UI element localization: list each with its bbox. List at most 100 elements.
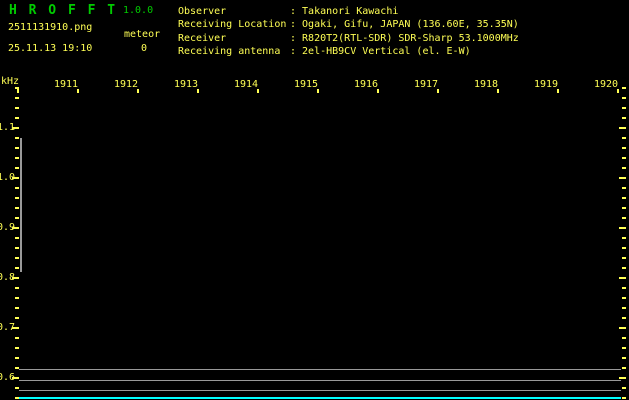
time-tick xyxy=(497,89,499,93)
freq-label: 1.0 xyxy=(0,172,16,183)
freq-minor-tick xyxy=(622,237,626,239)
freq-major-tick xyxy=(12,327,19,329)
freq-minor-tick xyxy=(622,147,626,149)
freq-label: 0.8 xyxy=(0,272,16,283)
freq-label: 1.1 xyxy=(0,122,16,133)
time-tick xyxy=(137,89,139,93)
time-tick xyxy=(317,89,319,93)
time-label: 1915 xyxy=(293,79,319,90)
freq-major-tick xyxy=(12,127,19,129)
freq-minor-tick xyxy=(15,147,19,149)
app-version: 1.0.0 xyxy=(123,5,154,16)
station-info-row: Receiver : R820T2(RTL-SDR) SDR-Sharp 53.1… xyxy=(178,32,519,45)
freq-minor-tick xyxy=(15,257,19,259)
freq-minor-tick xyxy=(15,167,19,169)
capture-datetime: 25.11.13 19:10 xyxy=(8,43,93,54)
freq-minor-tick xyxy=(15,197,19,199)
freq-minor-tick xyxy=(15,387,19,389)
freq-major-tick xyxy=(619,377,626,379)
freq-minor-tick xyxy=(622,387,626,389)
freq-minor-tick xyxy=(622,337,626,339)
freq-minor-tick xyxy=(15,107,19,109)
reference-line xyxy=(19,390,621,391)
freq-major-tick xyxy=(619,177,626,179)
freq-minor-tick xyxy=(15,317,19,319)
freq-minor-tick xyxy=(622,197,626,199)
freq-minor-tick xyxy=(15,217,19,219)
freq-minor-tick xyxy=(622,397,626,399)
echo-count: 0 xyxy=(141,43,148,54)
station-info-row: Observer : Takanori Kawachi xyxy=(178,5,519,18)
freq-minor-tick xyxy=(622,247,626,249)
time-tick xyxy=(437,89,439,93)
freq-minor-tick xyxy=(622,107,626,109)
freq-major-tick xyxy=(12,277,19,279)
time-label: 1914 xyxy=(233,79,259,90)
time-label: 1919 xyxy=(533,79,559,90)
freq-minor-tick xyxy=(622,217,626,219)
freq-minor-tick xyxy=(622,267,626,269)
freq-minor-tick xyxy=(15,247,19,249)
station-info-value: : Takanori Kawachi xyxy=(290,6,399,17)
station-info-row: Receiving antenna : 2el-HB9CV Vertical (e… xyxy=(178,45,519,58)
time-label: 1920 xyxy=(593,79,619,90)
freq-major-tick xyxy=(12,227,19,229)
time-label: 1916 xyxy=(353,79,379,90)
time-label: 1913 xyxy=(173,79,199,90)
freq-minor-tick xyxy=(622,97,626,99)
freq-label: 0.7 xyxy=(0,322,16,333)
freq-minor-tick xyxy=(622,297,626,299)
freq-minor-tick xyxy=(15,297,19,299)
freq-minor-tick xyxy=(622,317,626,319)
freq-minor-tick xyxy=(622,117,626,119)
freq-minor-tick xyxy=(622,357,626,359)
freq-major-tick xyxy=(12,377,19,379)
freq-axis-unit: kHz xyxy=(1,76,20,87)
observation-mode: meteor xyxy=(124,29,161,40)
app-title: H R O F F T xyxy=(9,3,118,18)
time-tick xyxy=(377,89,379,93)
freq-minor-tick xyxy=(622,157,626,159)
time-label: 1917 xyxy=(413,79,439,90)
station-info-label: Observer xyxy=(178,6,227,17)
freq-minor-tick xyxy=(15,267,19,269)
freq-minor-tick xyxy=(622,347,626,349)
station-info-label: Receiver xyxy=(178,32,227,44)
time-label: 1912 xyxy=(113,79,139,90)
freq-minor-tick xyxy=(622,187,626,189)
freq-minor-tick xyxy=(15,367,19,369)
freq-minor-tick xyxy=(15,397,19,399)
freq-minor-tick xyxy=(622,257,626,259)
time-tick xyxy=(617,89,619,93)
freq-minor-tick xyxy=(15,337,19,339)
freq-minor-tick xyxy=(622,307,626,309)
freq-minor-tick xyxy=(15,97,19,99)
station-info-label: Receiving antenna xyxy=(178,46,281,58)
freq-minor-tick xyxy=(622,137,626,139)
time-tick xyxy=(197,89,199,93)
time-label: 1918 xyxy=(473,79,499,90)
spectrum-trace-line xyxy=(20,138,22,272)
freq-minor-tick xyxy=(15,137,19,139)
time-tick xyxy=(17,89,19,93)
station-info-value: : R820T2(RTL-SDR) SDR-Sharp 53.1000MHz xyxy=(290,32,519,44)
station-info-label: Receiving Location xyxy=(178,19,287,31)
freq-label: 0.6 xyxy=(0,372,16,383)
reference-line xyxy=(19,380,621,381)
station-info-value: : 2el-HB9CV Vertical (el. E-W) xyxy=(290,46,471,58)
freq-minor-tick xyxy=(15,187,19,189)
freq-minor-tick xyxy=(15,117,19,119)
freq-minor-tick xyxy=(15,207,19,209)
station-info-value: : Ogaki, Gifu, JAPAN (136.60E, 35.35N) xyxy=(290,19,519,31)
freq-minor-tick xyxy=(15,287,19,289)
freq-major-tick xyxy=(619,127,626,129)
station-info: Observer : Takanori Kawachi Receiving Loca… xyxy=(178,5,519,59)
station-info-row: Receiving Location: Ogaki, Gifu, JAPAN (… xyxy=(178,18,519,31)
freq-minor-tick xyxy=(622,167,626,169)
freq-minor-tick xyxy=(622,287,626,289)
freq-minor-tick xyxy=(15,307,19,309)
freq-major-tick xyxy=(619,227,626,229)
freq-minor-tick xyxy=(622,367,626,369)
capture-filename: 2511131910.png xyxy=(8,22,93,33)
